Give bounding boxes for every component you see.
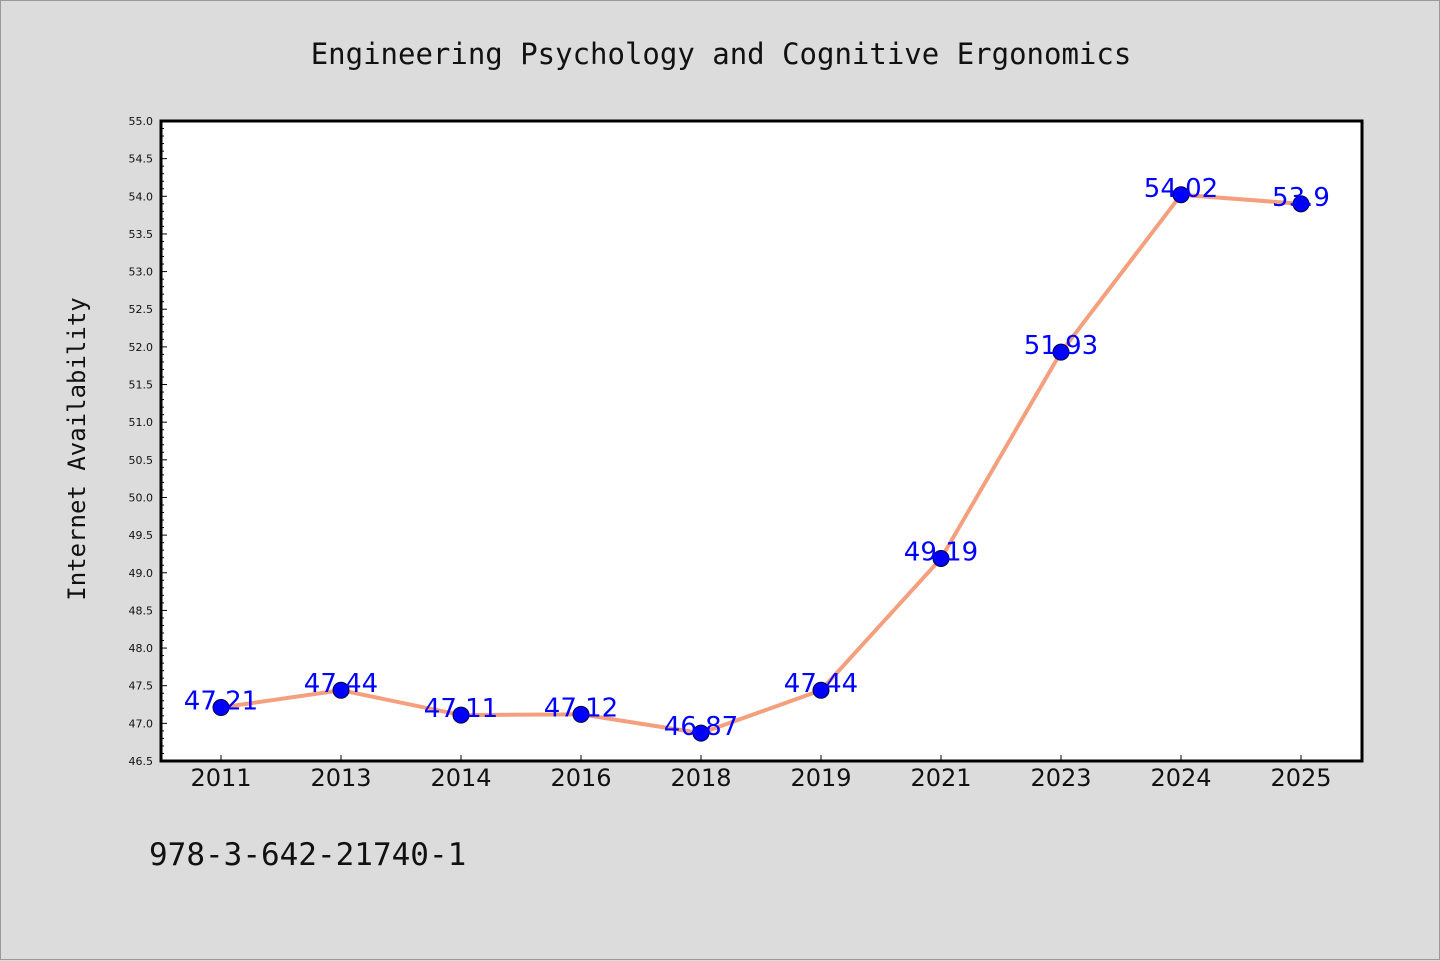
x-tick-label: 2014 [430, 764, 491, 792]
y-tick-label: 53.5 [129, 228, 154, 241]
y-tick-label: 51.0 [129, 416, 154, 429]
x-tick-label: 2013 [310, 764, 371, 792]
data-point [1052, 343, 1070, 361]
y-tick-label: 48.5 [129, 604, 154, 617]
x-tick-label: 2011 [190, 764, 251, 792]
y-tick-label: 53.0 [129, 266, 154, 279]
y-tick-label: 54.5 [129, 153, 154, 166]
y-tick-label: 52.0 [129, 341, 154, 354]
data-point [812, 681, 830, 699]
data-label: 47.44 [784, 669, 858, 699]
plot-area [159, 119, 1364, 763]
data-point [452, 706, 470, 724]
x-tick-label: 2016 [550, 764, 611, 792]
data-label: 47.12 [544, 693, 618, 723]
data-label: 46.87 [664, 712, 738, 742]
chart-title: Engineering Psychology and Cognitive Erg… [311, 37, 1132, 71]
x-tick-label: 2018 [670, 764, 731, 792]
footer-isbn: 978-3-642-21740-1 [149, 837, 466, 873]
y-axis: 46.5 47.0 47.5 48.0 48.5 49.0 49.5 50.0 50.5 51.0… [129, 115, 167, 768]
data-label: 49.19 [904, 537, 978, 567]
data-label: 54.02 [1144, 174, 1218, 204]
y-tick-label: 47.0 [129, 717, 154, 730]
data-point [932, 549, 950, 567]
x-tick-label: 2025 [1270, 764, 1331, 792]
data-label: 53.9 [1272, 183, 1330, 213]
y-tick-label: 55.0 [129, 115, 154, 128]
x-axis: 2011 2013 2014 2016 2018 2019 2021 2023 2024 2025 [190, 755, 1332, 792]
x-tick-label: 2021 [910, 764, 971, 792]
y-tick-label: 51.5 [129, 379, 154, 392]
data-point [212, 699, 230, 717]
y-tick-label: 52.5 [129, 303, 154, 316]
x-tick-label: 2023 [1030, 764, 1091, 792]
y-tick-label: 49.0 [129, 567, 154, 580]
x-tick-label: 2019 [790, 764, 851, 792]
data-label: 47.21 [184, 687, 258, 717]
series: 47.21 47.44 47.11 47.12 46.87 47.44 49.19 51.93… [184, 174, 1330, 742]
data-point [332, 681, 350, 699]
data-point [692, 724, 710, 742]
y-tick-label: 49.5 [129, 529, 154, 542]
series-line [220, 192, 1302, 736]
y-axis-label: Internet Availability [63, 297, 91, 600]
y-tick-label: 50.5 [129, 454, 154, 467]
data-point [1172, 186, 1190, 204]
y-tick-label: 48.0 [129, 642, 154, 655]
y-tick-label: 47.5 [129, 680, 154, 693]
data-label: 51.93 [1024, 331, 1098, 361]
x-tick-label: 2024 [1150, 764, 1211, 792]
data-point [1292, 195, 1310, 213]
y-tick-label: 54.0 [129, 190, 154, 203]
y-tick-label: 50.0 [129, 491, 154, 504]
y-tick-label: 46.5 [129, 755, 154, 768]
data-point [572, 705, 590, 723]
data-label: 47.44 [304, 669, 378, 699]
data-label: 47.11 [424, 694, 498, 724]
